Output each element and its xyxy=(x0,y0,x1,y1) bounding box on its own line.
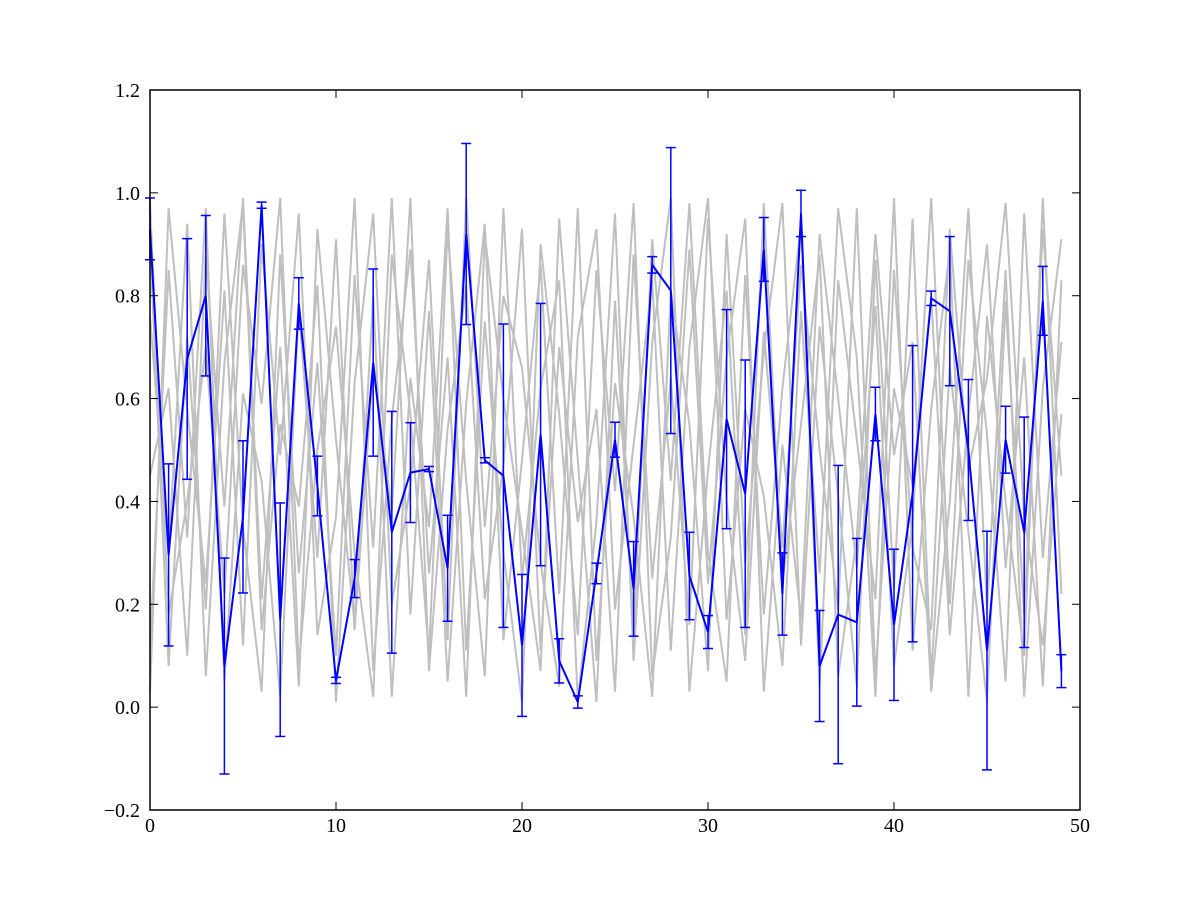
y-tick-label: 1.0 xyxy=(115,183,140,205)
y-tick-label: 0.6 xyxy=(115,389,140,411)
y-tick-label: 1.2 xyxy=(115,80,140,102)
y-tick-label: −0.2 xyxy=(104,800,140,822)
background-line xyxy=(149,197,1063,703)
y-tick-label: 0.0 xyxy=(115,697,140,719)
axes-frame xyxy=(149,89,1081,811)
data-line xyxy=(149,205,1063,706)
background-line xyxy=(149,197,1063,697)
y-tick-label: 0.4 xyxy=(115,491,140,513)
y-tick-label: 0.2 xyxy=(115,594,140,616)
x-tick-label: 0 xyxy=(145,815,155,837)
x-tick-label: 50 xyxy=(1070,815,1090,837)
x-tick-label: 30 xyxy=(698,815,718,837)
plot-area xyxy=(145,142,1067,775)
x-tick-label: 20 xyxy=(512,815,532,837)
x-tick-label: 40 xyxy=(884,815,904,837)
x-tick-label: 10 xyxy=(326,815,346,837)
y-tick-label: 0.8 xyxy=(115,286,140,308)
background-line xyxy=(149,197,1063,703)
